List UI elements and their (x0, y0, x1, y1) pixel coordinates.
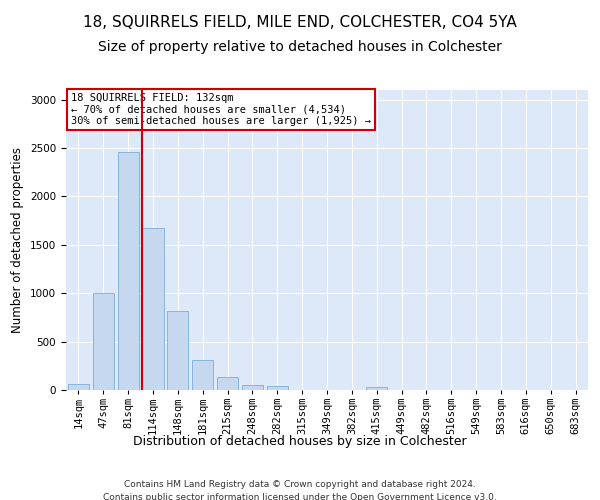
Text: Contains HM Land Registry data © Crown copyright and database right 2024.
Contai: Contains HM Land Registry data © Crown c… (103, 480, 497, 500)
Y-axis label: Number of detached properties: Number of detached properties (11, 147, 25, 333)
Text: Size of property relative to detached houses in Colchester: Size of property relative to detached ho… (98, 40, 502, 54)
Bar (267, 386, 288, 390)
Bar (167, 310, 188, 390)
Bar (118, 152, 139, 390)
Bar (366, 387, 387, 390)
Bar (217, 378, 238, 390)
Bar (242, 384, 263, 390)
Bar (142, 228, 164, 390)
Text: Distribution of detached houses by size in Colchester: Distribution of detached houses by size … (133, 435, 467, 448)
Text: 18 SQUIRRELS FIELD: 132sqm
← 70% of detached houses are smaller (4,534)
30% of s: 18 SQUIRRELS FIELD: 132sqm ← 70% of deta… (71, 93, 371, 126)
Bar (68, 384, 89, 390)
Text: 18, SQUIRRELS FIELD, MILE END, COLCHESTER, CO4 5YA: 18, SQUIRRELS FIELD, MILE END, COLCHESTE… (83, 15, 517, 30)
Bar (93, 293, 114, 390)
Bar (192, 360, 213, 390)
